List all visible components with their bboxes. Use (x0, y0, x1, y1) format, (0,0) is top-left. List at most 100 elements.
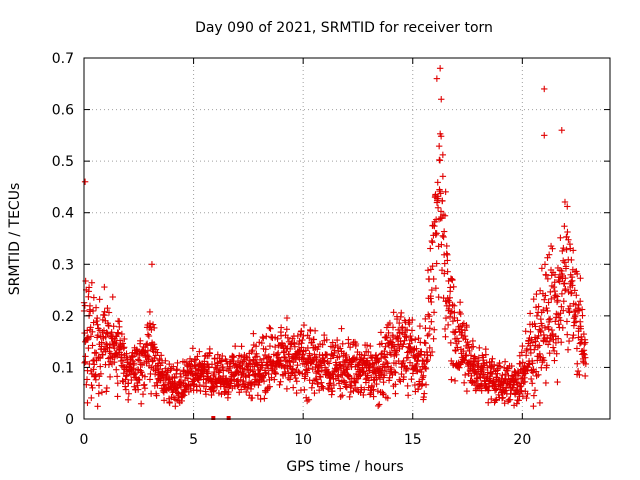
data-point (579, 312, 586, 319)
data-point (482, 345, 489, 353)
data-point (542, 379, 550, 387)
data-point (178, 397, 185, 405)
data-point (97, 370, 105, 378)
data-point (90, 366, 97, 373)
data-point (425, 311, 432, 318)
data-point (343, 351, 350, 359)
data-point (314, 380, 322, 387)
data-point (376, 401, 383, 408)
data-points-layer (80, 65, 590, 410)
data-point (352, 340, 360, 348)
data-point (149, 321, 157, 328)
data-point (336, 353, 343, 360)
data-point (353, 354, 361, 362)
data-point (424, 332, 431, 339)
data-point (281, 353, 288, 361)
data-point (310, 336, 318, 343)
data-point (422, 340, 429, 347)
data-point (231, 342, 239, 350)
data-point (131, 383, 138, 390)
data-point (430, 335, 437, 342)
data-point (344, 365, 351, 373)
data-point (361, 352, 368, 359)
data-point (85, 344, 92, 352)
data-point (125, 390, 133, 397)
data-point (155, 366, 162, 373)
data-point (251, 381, 258, 388)
data-point (104, 304, 111, 312)
data-point (214, 351, 221, 358)
data-point (200, 372, 207, 380)
data-point (255, 381, 262, 389)
data-point (158, 352, 165, 359)
data-point (281, 354, 289, 361)
data-point (436, 157, 444, 164)
x-tick-label: 10 (294, 432, 312, 448)
data-point (287, 370, 295, 377)
data-point (286, 376, 294, 383)
data-point (541, 132, 548, 139)
data-point (451, 329, 458, 336)
data-point (194, 353, 201, 360)
data-point (571, 319, 578, 326)
data-point (95, 390, 102, 397)
data-point (95, 382, 103, 389)
data-point (154, 382, 161, 389)
data-point (444, 251, 451, 259)
data-point (263, 333, 270, 340)
data-point (447, 284, 454, 291)
data-point (283, 385, 291, 393)
data-point (339, 392, 346, 399)
data-point (191, 356, 198, 364)
data-point (559, 324, 566, 332)
x-tick-label: 5 (189, 432, 198, 448)
data-point (257, 395, 264, 403)
data-point (202, 383, 210, 390)
x-axis-label: GPS time / hours (286, 459, 403, 475)
data-point (428, 318, 435, 325)
data-point (577, 298, 584, 305)
data-point (434, 204, 442, 211)
data-point (329, 387, 336, 395)
data-point (208, 361, 216, 368)
data-point (323, 336, 330, 344)
data-point (456, 299, 464, 306)
data-point (404, 382, 411, 390)
data-point (83, 376, 91, 383)
data-point (428, 237, 436, 245)
data-point (360, 391, 367, 399)
data-point (83, 335, 91, 342)
data-point (352, 379, 359, 386)
data-point (102, 333, 109, 341)
data-point (519, 342, 526, 350)
data-point (392, 390, 399, 397)
data-point (277, 378, 284, 385)
data-point (217, 358, 224, 365)
data-point (261, 351, 269, 359)
data-point (94, 403, 101, 410)
data-point (348, 382, 355, 389)
data-point (220, 367, 227, 374)
data-point (196, 348, 203, 355)
data-point (173, 367, 180, 374)
data-point (560, 244, 567, 252)
data-point (259, 333, 266, 341)
data-point (337, 385, 344, 392)
data-point (258, 339, 266, 347)
data-point (146, 320, 154, 327)
data-point (563, 318, 571, 325)
data-point (266, 324, 273, 331)
data-point (435, 293, 442, 301)
data-point (229, 352, 236, 360)
data-point (173, 366, 181, 373)
data-point (96, 296, 103, 303)
data-point (209, 388, 217, 395)
data-point (564, 346, 572, 353)
data-point (141, 385, 149, 392)
data-point (135, 357, 143, 364)
data-point (158, 359, 166, 367)
data-point (574, 367, 582, 375)
data-point (476, 344, 483, 352)
data-point (559, 247, 566, 255)
